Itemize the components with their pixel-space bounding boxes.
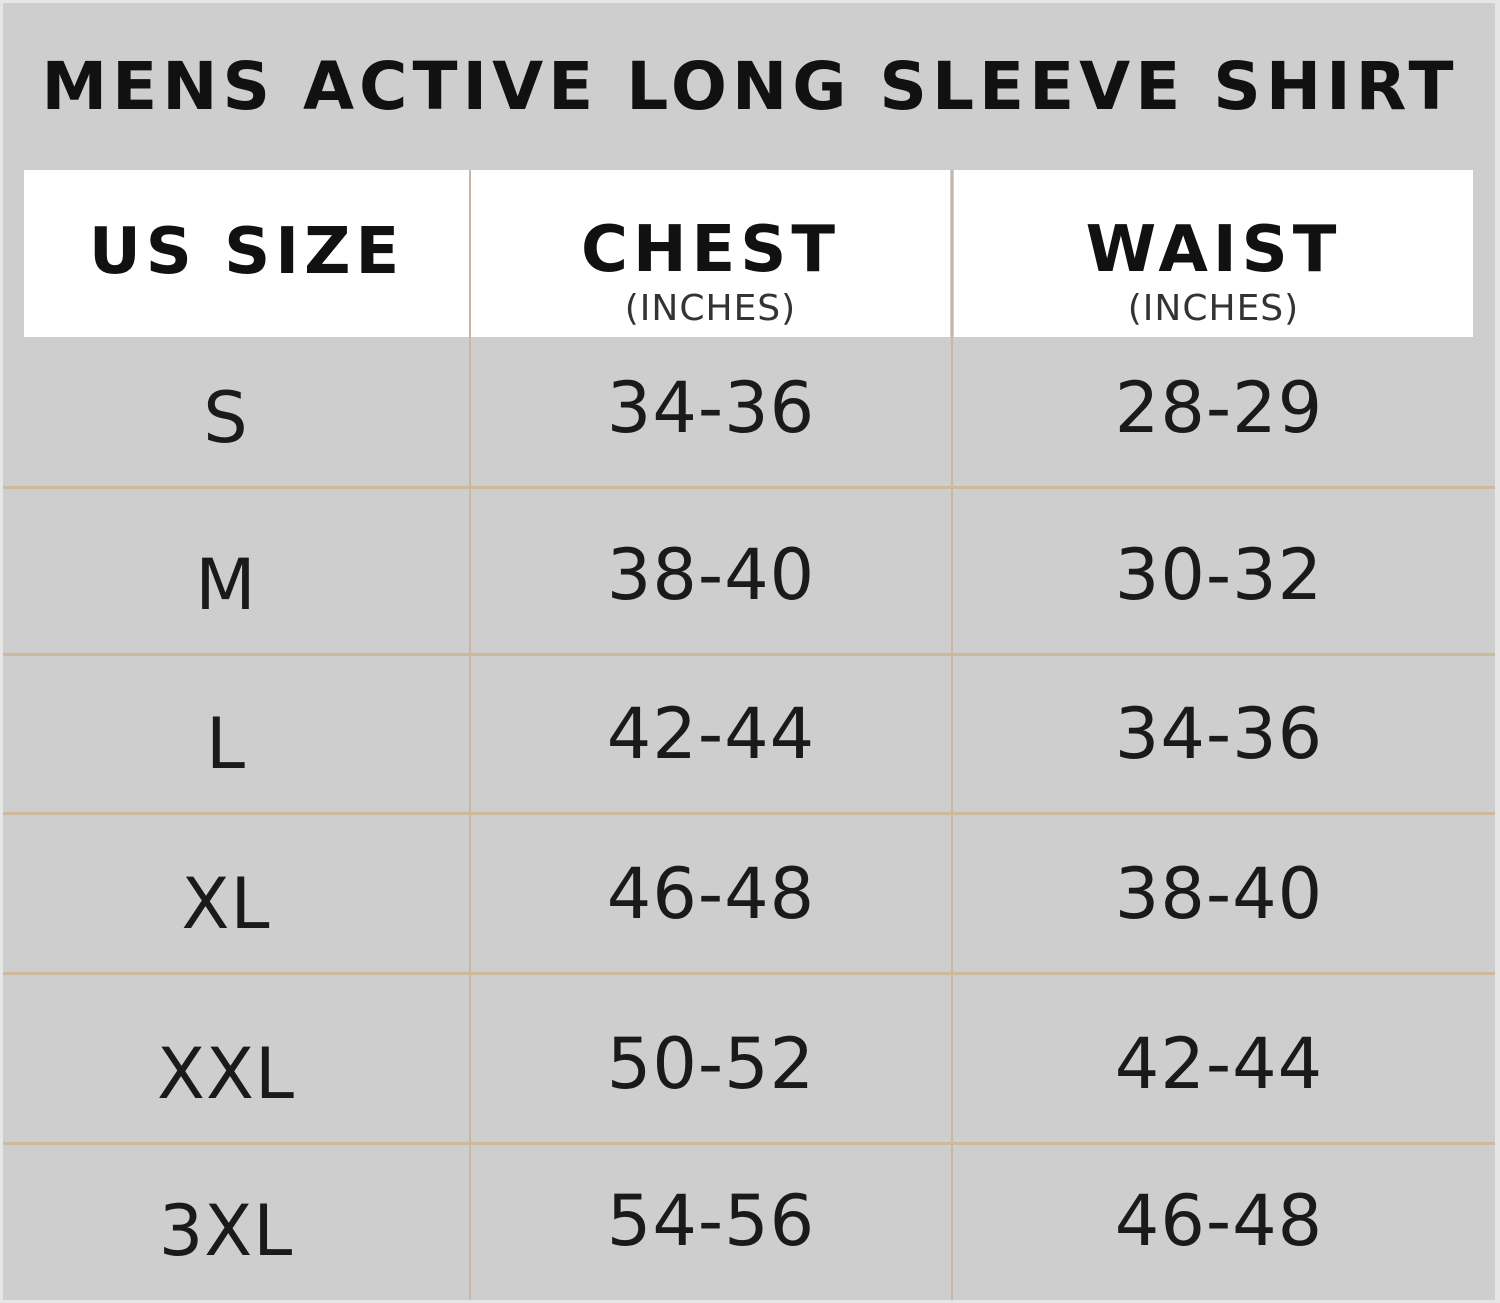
cell-waist: 34-36: [1114, 693, 1324, 775]
row-divider: [3, 653, 1495, 656]
row-divider: [3, 972, 1495, 975]
cell-size: L: [206, 703, 246, 785]
header-waist: WAIST (INCHES): [954, 170, 1473, 337]
chart-title: MENS ACTIVE LONG SLEEVE SHIRT: [41, 48, 1459, 125]
cell-size: XXL: [157, 1033, 295, 1115]
row-divider: [3, 486, 1495, 489]
column-divider: [951, 170, 953, 1300]
header-label: WAIST: [1085, 213, 1342, 287]
cell-waist: 38-40: [1114, 853, 1324, 935]
column-divider: [469, 170, 471, 1300]
cell-chest: 46-48: [606, 853, 816, 935]
row-divider: [3, 1142, 1495, 1145]
cell-chest: 54-56: [606, 1180, 816, 1262]
cell-waist: 30-32: [1114, 534, 1324, 616]
cell-waist: 46-48: [1114, 1180, 1324, 1262]
cell-chest: 50-52: [606, 1023, 816, 1105]
cell-chest: 42-44: [606, 693, 816, 775]
header-chest: CHEST (INCHES): [471, 170, 950, 337]
row-divider: [3, 812, 1495, 815]
header-unit: (INCHES): [624, 288, 797, 329]
header-unit: (INCHES): [1127, 288, 1300, 329]
header-label: CHEST: [581, 213, 840, 287]
header-us-size: US SIZE: [24, 170, 469, 337]
cell-chest: 38-40: [606, 534, 816, 616]
cell-size: S: [203, 377, 249, 459]
cell-waist: 42-44: [1114, 1023, 1324, 1105]
cell-size: XL: [181, 863, 271, 945]
cell-size: M: [195, 544, 257, 626]
header-label: US SIZE: [88, 215, 405, 289]
cell-size: 3XL: [158, 1190, 294, 1272]
cell-chest: 34-36: [606, 367, 816, 449]
cell-waist: 28-29: [1114, 367, 1324, 449]
